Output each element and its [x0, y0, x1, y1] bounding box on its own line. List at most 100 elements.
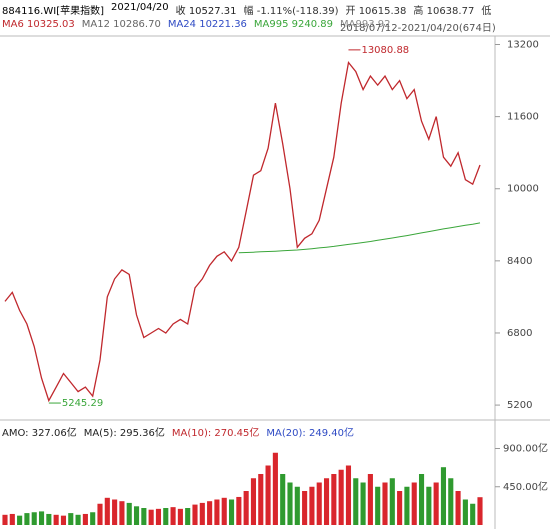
volume-bar: [221, 497, 227, 525]
volume-bar: [155, 508, 162, 525]
volume-bar: [258, 474, 264, 525]
volume-bar: [214, 499, 220, 525]
volume-bar: [477, 497, 483, 525]
volume-bar: [236, 496, 242, 525]
volume-legend-item: MA(5): 295.36亿: [83, 428, 165, 439]
volume-bar: [404, 486, 410, 525]
volume-bar: [323, 478, 330, 525]
y-tick-label: 450.00亿: [503, 480, 548, 493]
volume-bar: [17, 515, 23, 525]
volume-bar: [272, 452, 278, 525]
volume-bar: [148, 509, 154, 525]
volume-bar: [9, 513, 15, 525]
quote-item: 开 10615.38: [345, 6, 407, 17]
volume-bar: [199, 502, 205, 525]
volume-bar: [331, 474, 337, 525]
quote-row: 884116.WI[苹果指数] 2021/04/20 收 10527.31 幅 -…: [2, 2, 491, 17]
y-tick-label: 900.00亿: [503, 442, 548, 455]
volume-bar: [31, 512, 37, 525]
volume-bar: [90, 512, 96, 525]
volume-bar: [448, 478, 454, 525]
volume-bar: [375, 486, 381, 525]
volume-legend-item: MA(10): 270.45亿: [171, 428, 260, 439]
volume-bar: [133, 506, 140, 525]
ma-item: MA24 10221.36: [167, 19, 247, 30]
date: 2021/04/20: [111, 2, 169, 13]
volume-bar: [192, 504, 198, 525]
price-line: [4, 60, 481, 403]
volume-bar: [119, 501, 125, 525]
volume-bar: [316, 482, 322, 525]
range-text: 2018/07/12-2021/04/20(674日): [340, 23, 496, 34]
volume-bar: [228, 499, 235, 525]
y-tick-label: 6800: [507, 328, 532, 339]
volume-bar: [141, 508, 147, 525]
volume-bar: [207, 501, 213, 525]
volume-bar: [462, 499, 468, 525]
volume-bar: [455, 491, 461, 525]
quote-item: 幅 -1.11%(-118.39): [243, 6, 339, 17]
volume-bar: [440, 467, 447, 525]
volume-bar: [38, 511, 45, 525]
volume-bar: [367, 474, 373, 525]
volume-bar: [411, 482, 417, 525]
range: 2018/07/12-2021/04/20(674日): [340, 19, 496, 34]
volume-bar: [360, 482, 366, 525]
volume-bar: [97, 503, 103, 525]
volume-bar: [46, 513, 52, 525]
annotation: 13080.88: [361, 45, 409, 56]
volume-bar: [250, 478, 257, 525]
volume-bar: [170, 507, 176, 525]
volume-legend-item: AMO: 327.06亿: [2, 428, 77, 439]
y-tick-label: 11600: [507, 112, 539, 123]
volume-bar: [163, 508, 169, 525]
volume-bar: [2, 514, 8, 525]
volume-bar: [280, 474, 286, 525]
y-tick-label: 5200: [507, 400, 532, 411]
quote-item: 高 10638.77: [413, 6, 475, 17]
annotation: 5245.29: [62, 398, 103, 409]
volume-bar: [302, 491, 308, 525]
volume-bar: [426, 486, 432, 525]
volume-legend: AMO: 327.06亿 MA(5): 295.36亿 MA(10): 270.45…: [2, 424, 354, 439]
volume-bar: [24, 513, 30, 525]
volume-bar: [112, 499, 118, 525]
y-tick-label: 13200: [507, 40, 539, 51]
price-line: [238, 222, 481, 254]
volume-bar: [177, 508, 183, 525]
ma-item: MA12 10286.70: [81, 19, 161, 30]
ma-item: MA6 10325.03: [2, 19, 75, 30]
volume-bar: [309, 486, 315, 525]
volume-bar: [470, 503, 476, 525]
y-tick-label: 8400: [507, 256, 532, 267]
volume-bar: [68, 513, 74, 525]
volume-bar: [126, 502, 132, 525]
volume-bar: [60, 515, 67, 525]
volume-bar: [185, 508, 191, 525]
volume-bar: [294, 486, 300, 525]
volume-bar: [433, 482, 439, 525]
quote-item: 收 10527.31: [175, 6, 237, 17]
ma-item: MA993 92: [340, 19, 391, 30]
volume-bar: [82, 513, 88, 525]
volume-bar: [338, 469, 344, 525]
volume-bar: [389, 478, 395, 525]
ma-item: MA995 9240.89: [253, 19, 334, 30]
volume-bar: [53, 514, 59, 525]
volume-bar: [75, 514, 81, 525]
volume-bar: [382, 482, 388, 525]
volume-bar: [353, 478, 359, 525]
ma-legend: MA6 10325.03 MA12 10286.70 MA24 10221.36 MA…: [2, 19, 390, 30]
volume-bar: [265, 465, 271, 525]
volume-legend-item: MA(20): 249.40亿: [266, 428, 354, 439]
volume-bar: [104, 497, 110, 525]
volume-bar: [287, 482, 293, 525]
volume-bar: [397, 491, 403, 525]
volume-bar: [345, 465, 352, 525]
volume-bar: [243, 491, 249, 525]
y-tick-label: 10000: [507, 184, 539, 195]
volume-bar: [418, 474, 425, 525]
quote-item: 低: [481, 6, 492, 17]
